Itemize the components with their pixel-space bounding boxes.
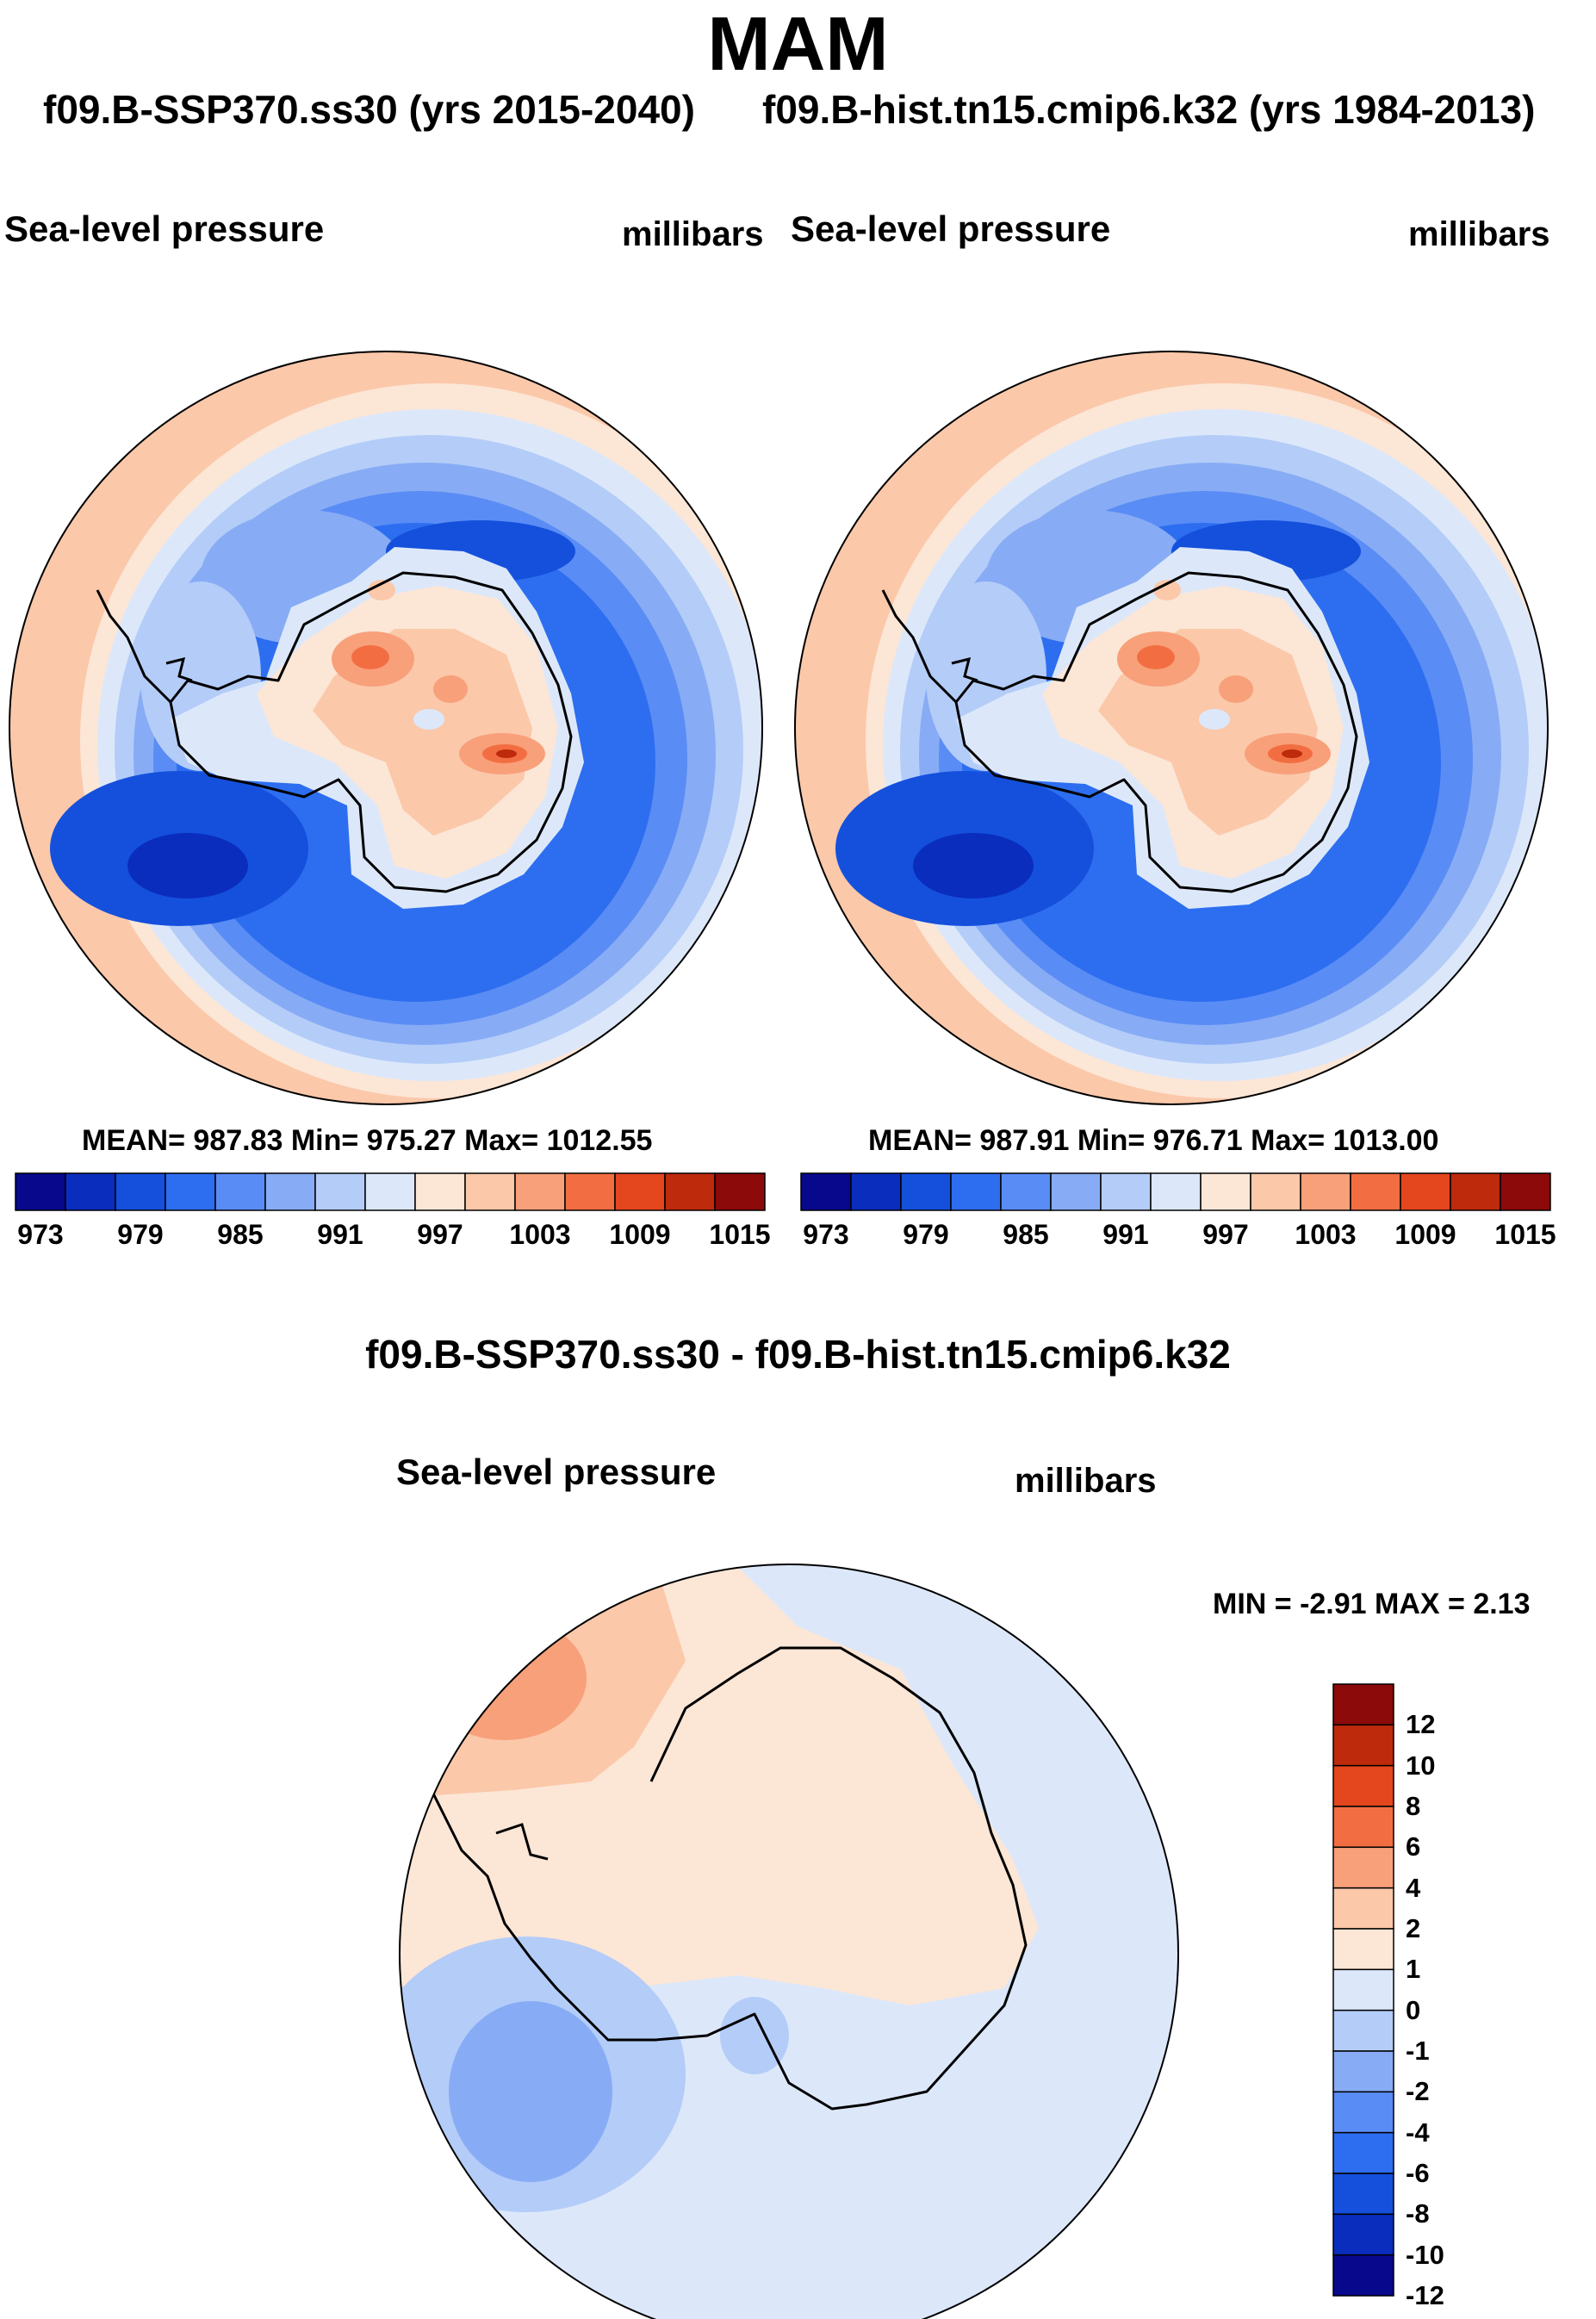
colorbar-tick-label: -4 (1406, 2117, 1430, 2148)
colorbar-swatch (1332, 1724, 1394, 1767)
colorbar-swatch (714, 1172, 766, 1211)
colorbar-tick-label: -1 (1406, 2036, 1430, 2066)
control-units-label: millibars (1408, 215, 1550, 253)
colorbar-swatch (800, 1172, 852, 1211)
colorbar-tick-label: 973 (803, 1219, 849, 1250)
colorbar-tick-label: 1015 (709, 1219, 771, 1250)
colorbar-swatch (165, 1172, 216, 1211)
colorbar-swatch (1332, 1928, 1394, 1971)
difference-units-label: millibars (1015, 1462, 1157, 1500)
colorbar-tick-label: 2 (1406, 1913, 1421, 1943)
control-run-label: f09.B-hist.tn15.cmip6.k32 (yrs 1984-2013… (762, 87, 1536, 132)
colorbar-swatch (1150, 1172, 1202, 1211)
colorbar-tick-label: 1 (1406, 1954, 1421, 1985)
colorbar-swatch (65, 1172, 116, 1211)
colorbar-swatch (1200, 1172, 1251, 1211)
colorbar-tick-label: 997 (417, 1219, 463, 1250)
difference-title: f09.B-SSP370.ss30 - f09.B-hist.tn15.cmip… (365, 1332, 1231, 1377)
difference-map-border (399, 1564, 1179, 2319)
colorbar-tick-label: 0 (1406, 1994, 1421, 2025)
colorbar-swatch (1332, 2254, 1394, 2297)
colorbar-swatch (1332, 1683, 1394, 1726)
colorbar-swatch (1050, 1172, 1102, 1211)
difference-stats: MIN = -2.91 MAX = 2.13 (1213, 1588, 1531, 1620)
colorbar-swatch (1332, 2050, 1394, 2093)
colorbar-tick-label: -10 (1406, 2239, 1444, 2270)
colorbar-tick-label: 997 (1202, 1219, 1249, 1250)
colorbar-swatch (1332, 1846, 1394, 1889)
season-title: MAM (707, 1, 889, 86)
colorbar-swatch (414, 1172, 466, 1211)
control-colorbar (800, 1172, 1551, 1211)
colorbar-tick-label: 985 (1003, 1219, 1049, 1250)
colorbar-swatch (1500, 1172, 1551, 1211)
colorbar-tick-label: 1015 (1494, 1219, 1556, 1250)
colorbar-swatch (1450, 1172, 1501, 1211)
colorbar-tick-label: -6 (1406, 2158, 1430, 2188)
colorbar-swatch (364, 1172, 416, 1211)
colorbar-swatch (464, 1172, 516, 1211)
colorbar-swatch (850, 1172, 902, 1211)
colorbar-swatch (1000, 1172, 1052, 1211)
colorbar-tick-label: 1003 (509, 1219, 571, 1250)
colorbar-swatch (1332, 1887, 1394, 1930)
colorbar-swatch (664, 1172, 716, 1211)
colorbar-tick-label: 1003 (1295, 1219, 1357, 1250)
colorbar-swatch (264, 1172, 316, 1211)
case-run-label: f09.B-SSP370.ss30 (yrs 2015-2040) (43, 87, 695, 132)
colorbar-swatch (564, 1172, 616, 1211)
colorbar-swatch (1400, 1172, 1451, 1211)
colorbar-swatch (614, 1172, 666, 1211)
colorbar-swatch (1332, 1806, 1394, 1849)
control-stats: MEAN= 987.91 Min= 976.71 Max= 1013.00 (868, 1124, 1439, 1157)
case-map-border (9, 351, 763, 1105)
colorbar-tick-label: 979 (117, 1219, 164, 1250)
colorbar-tick-label: 6 (1406, 1831, 1421, 1862)
control-variable-label: Sea-level pressure (791, 208, 1111, 249)
colorbar-swatch (214, 1172, 266, 1211)
colorbar-tick-label: 4 (1406, 1872, 1421, 1903)
colorbar-swatch (1332, 1968, 1394, 2011)
difference-colorbar (1332, 1683, 1394, 2297)
colorbar-swatch (15, 1172, 66, 1211)
colorbar-tick-label: 991 (317, 1219, 363, 1250)
case-variable-label: Sea-level pressure (4, 208, 325, 249)
case-colorbar (15, 1172, 766, 1211)
colorbar-tick-label: 12 (1406, 1709, 1436, 1740)
colorbar-swatch (1300, 1172, 1351, 1211)
colorbar-swatch (950, 1172, 1002, 1211)
colorbar-tick-label: 991 (1102, 1219, 1149, 1250)
colorbar-tick-label: 1009 (609, 1219, 671, 1250)
colorbar-swatch (900, 1172, 952, 1211)
colorbar-swatch (1332, 2091, 1394, 2134)
case-stats: MEAN= 987.83 Min= 975.27 Max= 1012.55 (82, 1124, 653, 1157)
colorbar-swatch (1332, 2173, 1394, 2216)
colorbar-swatch (1332, 2131, 1394, 2174)
colorbar-tick-label: 8 (1406, 1791, 1421, 1821)
colorbar-swatch (1250, 1172, 1301, 1211)
colorbar-tick-label: -2 (1406, 2076, 1430, 2107)
colorbar-swatch (1332, 2213, 1394, 2256)
colorbar-tick-label: 973 (17, 1219, 64, 1250)
colorbar-tick-label: 985 (217, 1219, 264, 1250)
control-map-border (794, 351, 1549, 1105)
case-map (9, 351, 762, 1104)
colorbar-swatch (1332, 1764, 1394, 1807)
difference-variable-label: Sea-level pressure (396, 1452, 717, 1492)
control-map (795, 351, 1548, 1104)
colorbar-swatch (514, 1172, 566, 1211)
colorbar-swatch (1100, 1172, 1152, 1211)
colorbar-tick-label: -8 (1406, 2198, 1430, 2229)
colorbar-tick-label: 10 (1406, 1750, 1436, 1781)
colorbar-tick-label: 979 (903, 1219, 949, 1250)
colorbar-swatch (115, 1172, 166, 1211)
colorbar-tick-label: 1009 (1394, 1219, 1456, 1250)
colorbar-swatch (1332, 2009, 1394, 2052)
case-units-label: millibars (622, 215, 764, 253)
colorbar-swatch (314, 1172, 366, 1211)
colorbar-tick-label: -12 (1406, 2280, 1444, 2310)
colorbar-swatch (1350, 1172, 1401, 1211)
